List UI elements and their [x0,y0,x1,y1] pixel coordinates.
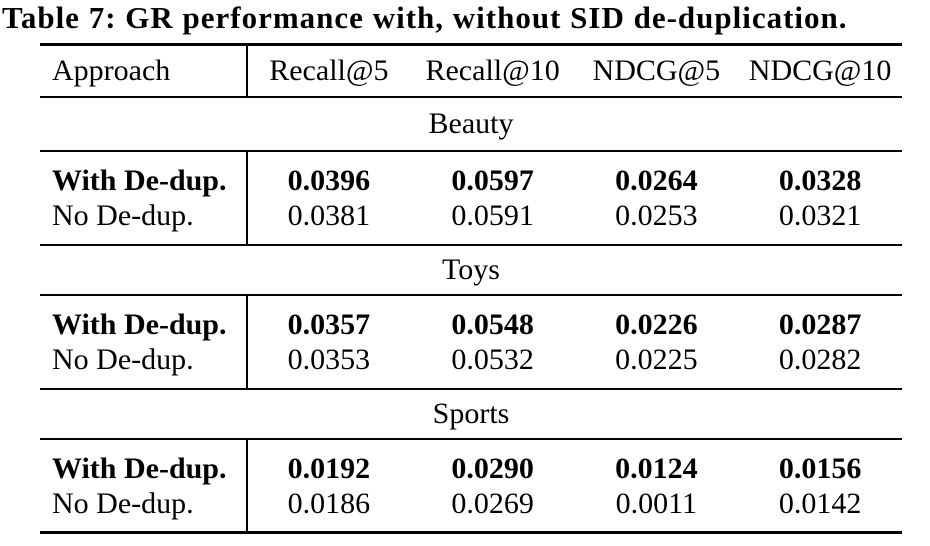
metric-value-cell: 0.0396 [287,163,371,197]
data-block-sports: With De-dup. 0.0192 0.0290 0.0124 0.0156… [40,440,902,534]
metric-value-cell: 0.0269 [451,486,534,520]
metric-value-cell: 0.0353 [287,342,371,376]
group-header-beauty: Beauty [40,98,902,152]
table-row-toys-no-dedup: No De-dup. 0.0353 0.0532 0.0225 0.0282 [40,342,902,377]
metric-value-cell: 0.0548 [451,307,534,341]
metric-value-cell: 0.0381 [287,198,371,232]
column-header-ndcg-10: NDCG@10 [748,54,892,87]
table-row-sports-no-dedup: No De-dup. 0.0186 0.0269 0.0011 0.0142 [40,486,902,521]
metric-value-cell: 0.0186 [287,486,371,520]
approach-cell: No De-dup. [52,486,194,520]
metric-value-cell: 0.0287 [778,307,862,341]
metric-value-cell: 0.0156 [778,451,862,485]
metric-value-cell: 0.0011 [615,486,698,520]
metric-value-cell: 0.0597 [451,163,534,197]
data-block-toys: With De-dup. 0.0357 0.0548 0.0226 0.0287… [40,296,902,390]
metric-value-cell: 0.0290 [451,451,534,485]
table-row-sports-with-dedup: With De-dup. 0.0192 0.0290 0.0124 0.0156 [40,451,902,486]
metric-value-cell: 0.0591 [451,198,534,232]
approach-cell: With De-dup. [52,163,227,197]
metric-value-cell: 0.0142 [778,486,862,520]
approach-cell: No De-dup. [52,342,194,376]
column-header-recall-10: Recall@10 [425,54,560,87]
metric-value-cell: 0.0124 [615,451,698,485]
table-row-beauty-no-dedup: No De-dup. 0.0381 0.0591 0.0253 0.0321 [40,198,902,233]
column-divider [246,46,248,96]
results-table: Approach Recall@5 Recall@10 NDCG@5 NDCG@… [40,43,902,534]
column-divider [246,296,248,388]
approach-cell: With De-dup. [52,307,227,341]
metric-value-cell: 0.0321 [778,198,862,232]
table-caption: Table 7: GR performance with, without SI… [2,0,848,35]
column-header-approach: Approach [52,54,171,87]
approach-cell: With De-dup. [52,451,227,485]
header-row: Approach Recall@5 Recall@10 NDCG@5 NDCG@… [40,46,902,98]
approach-cell: No De-dup. [52,198,194,232]
metric-value-cell: 0.0225 [615,342,698,376]
metric-value-cell: 0.0226 [615,307,698,341]
metric-value-cell: 0.0357 [287,307,371,341]
table-row-beauty-with-dedup: With De-dup. 0.0396 0.0597 0.0264 0.0328 [40,163,902,198]
column-divider [246,152,248,244]
column-header-ndcg-5: NDCG@5 [592,54,721,87]
group-header-toys: Toys [40,246,902,296]
group-header-sports: Sports [40,390,902,440]
metric-value-cell: 0.0328 [778,163,862,197]
table-row-toys-with-dedup: With De-dup. 0.0357 0.0548 0.0226 0.0287 [40,307,902,342]
column-header-recall-5: Recall@5 [269,54,389,87]
metric-value-cell: 0.0192 [287,451,371,485]
column-divider [246,440,248,531]
metric-value-cell: 0.0282 [778,342,862,376]
metric-value-cell: 0.0253 [615,198,698,232]
metric-value-cell: 0.0264 [615,163,698,197]
metric-value-cell: 0.0532 [451,342,534,376]
data-block-beauty: With De-dup. 0.0396 0.0597 0.0264 0.0328… [40,152,902,246]
